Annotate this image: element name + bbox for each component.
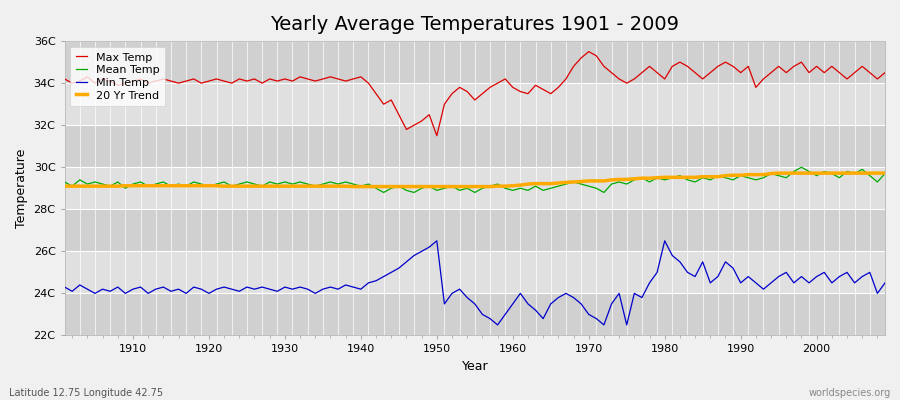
Min Temp [492, 322, 503, 327]
Y-axis label: Temperature: Temperature [15, 148, 28, 228]
Max Temp [287, 79, 298, 84]
Max Temp [508, 85, 518, 90]
Max Temp [583, 49, 594, 54]
20 Yr Trend [347, 184, 358, 189]
Max Temp [59, 76, 70, 81]
Min Temp [59, 285, 70, 290]
Min Temp [879, 280, 890, 285]
Bar [65, 125, 885, 167]
Min Temp [120, 291, 130, 296]
Max Temp [333, 76, 344, 81]
Bar [65, 167, 885, 209]
Line: 20 Yr Trend: 20 Yr Trend [65, 173, 885, 186]
Bar [65, 209, 885, 251]
Bar [65, 293, 885, 336]
Text: Latitude 12.75 Longitude 42.75: Latitude 12.75 Longitude 42.75 [9, 388, 163, 398]
Line: Min Temp: Min Temp [65, 241, 885, 325]
Max Temp [120, 81, 130, 86]
Mean Temp [333, 182, 344, 186]
Mean Temp [606, 182, 616, 186]
Min Temp [333, 287, 344, 292]
Max Temp [515, 89, 526, 94]
20 Yr Trend [773, 171, 784, 176]
Mean Temp [796, 165, 806, 170]
Min Temp [515, 291, 526, 296]
Line: Max Temp: Max Temp [65, 52, 885, 136]
Mean Temp [508, 188, 518, 193]
X-axis label: Year: Year [462, 360, 488, 373]
20 Yr Trend [508, 183, 518, 188]
20 Yr Trend [333, 184, 344, 188]
Mean Temp [59, 180, 70, 184]
Line: Mean Temp: Mean Temp [65, 167, 885, 192]
Bar [65, 41, 885, 83]
20 Yr Trend [606, 178, 616, 182]
20 Yr Trend [120, 183, 130, 188]
Title: Yearly Average Temperatures 1901 - 2009: Yearly Average Temperatures 1901 - 2009 [270, 15, 680, 34]
Legend: Max Temp, Mean Temp, Min Temp, 20 Yr Trend: Max Temp, Mean Temp, Min Temp, 20 Yr Tre… [70, 47, 165, 106]
Mean Temp [120, 186, 130, 191]
Bar [65, 251, 885, 293]
Mean Temp [378, 190, 389, 195]
Max Temp [614, 76, 625, 81]
Mean Temp [879, 171, 890, 176]
Min Temp [287, 287, 298, 292]
Max Temp [431, 133, 442, 138]
Bar [65, 83, 885, 125]
20 Yr Trend [287, 184, 298, 188]
Mean Temp [287, 182, 298, 186]
20 Yr Trend [879, 171, 890, 176]
Min Temp [431, 238, 442, 243]
Min Temp [523, 302, 534, 306]
20 Yr Trend [59, 184, 70, 188]
Min Temp [614, 291, 625, 296]
20 Yr Trend [515, 183, 526, 188]
Mean Temp [515, 186, 526, 191]
Max Temp [879, 70, 890, 75]
Text: worldspecies.org: worldspecies.org [809, 388, 891, 398]
